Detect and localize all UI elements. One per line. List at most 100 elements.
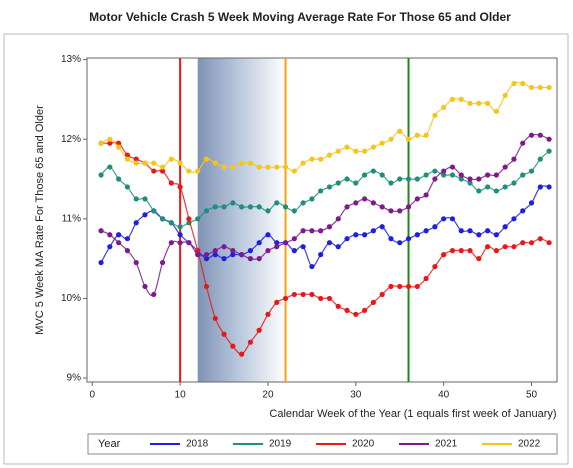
data-point xyxy=(502,244,508,250)
data-point xyxy=(511,156,517,162)
data-point xyxy=(256,256,262,262)
data-point xyxy=(186,216,192,222)
data-point xyxy=(124,236,131,242)
data-point xyxy=(318,228,324,234)
data-point xyxy=(291,248,297,254)
data-point xyxy=(256,240,262,246)
data-point xyxy=(142,212,148,218)
data-point xyxy=(247,248,254,254)
data-point xyxy=(405,176,412,182)
data-point xyxy=(414,283,420,290)
data-point xyxy=(528,84,535,91)
data-point xyxy=(116,240,122,246)
data-point xyxy=(537,132,543,138)
data-point xyxy=(203,208,210,214)
data-point xyxy=(432,176,438,182)
data-point xyxy=(291,236,297,242)
data-point xyxy=(142,283,148,290)
data-point xyxy=(458,248,464,254)
y-tick-label: 12% xyxy=(61,134,81,145)
data-point xyxy=(467,248,473,254)
data-point xyxy=(441,252,447,258)
data-point xyxy=(520,208,526,214)
data-point xyxy=(335,303,341,309)
data-point xyxy=(203,283,210,290)
data-point xyxy=(467,100,473,106)
data-point xyxy=(239,351,245,357)
data-point xyxy=(239,160,245,166)
data-point xyxy=(168,180,174,186)
data-point xyxy=(493,248,499,254)
data-point xyxy=(212,204,218,210)
data-point xyxy=(221,331,227,337)
data-point xyxy=(546,84,552,91)
chart-title: Motor Vehicle Crash 5 Week Moving Averag… xyxy=(89,10,511,24)
data-point xyxy=(265,208,271,214)
data-point xyxy=(344,307,350,313)
data-point xyxy=(353,311,359,317)
data-point xyxy=(326,152,333,158)
x-tick-label: 0 xyxy=(89,390,95,401)
data-point xyxy=(124,152,131,158)
data-point xyxy=(300,244,306,250)
data-point xyxy=(344,176,350,182)
legend xyxy=(87,433,558,455)
data-point xyxy=(177,224,183,230)
data-point xyxy=(458,228,464,234)
data-point xyxy=(362,172,368,178)
data-point xyxy=(476,176,482,182)
data-point xyxy=(151,168,157,174)
data-point xyxy=(318,156,324,162)
data-point xyxy=(195,252,201,258)
data-point xyxy=(397,208,403,214)
data-point xyxy=(362,148,368,154)
data-point xyxy=(212,315,218,321)
data-point xyxy=(124,248,131,254)
data-point xyxy=(493,108,499,114)
data-point xyxy=(476,256,482,262)
legend-title: Year xyxy=(98,438,121,450)
data-point xyxy=(449,216,456,222)
y-axis-label: MVC 5 Week MA Rate For Those 65 and Olde… xyxy=(34,105,46,335)
data-point xyxy=(546,184,552,190)
data-point xyxy=(423,132,429,138)
data-point xyxy=(379,224,385,230)
data-point xyxy=(203,256,210,262)
data-point xyxy=(159,259,166,266)
data-point xyxy=(282,240,289,246)
data-point xyxy=(326,224,333,230)
data-point xyxy=(511,244,517,250)
data-point xyxy=(344,236,350,242)
data-point xyxy=(441,216,447,222)
data-point xyxy=(537,84,543,91)
data-point xyxy=(476,188,482,194)
data-point xyxy=(221,244,227,250)
data-point xyxy=(133,160,139,166)
data-point xyxy=(291,168,297,174)
data-point xyxy=(353,232,359,238)
data-point xyxy=(300,291,306,298)
data-point xyxy=(432,168,438,174)
data-point xyxy=(502,184,508,190)
data-point xyxy=(370,168,376,174)
data-point xyxy=(212,248,218,254)
data-point xyxy=(362,307,368,313)
data-point xyxy=(484,244,491,250)
data-point xyxy=(230,343,236,349)
data-point xyxy=(414,196,420,202)
series-line xyxy=(100,185,550,268)
data-point xyxy=(221,204,227,210)
data-point xyxy=(98,172,104,178)
series-line xyxy=(101,141,550,355)
data-point xyxy=(520,140,526,146)
data-point xyxy=(502,92,508,99)
data-point xyxy=(309,196,315,202)
data-point xyxy=(467,180,473,186)
data-point xyxy=(247,204,254,210)
data-point xyxy=(133,220,139,226)
data-point xyxy=(326,184,333,190)
legend-label: 2018 xyxy=(186,439,209,450)
x-axis-label: Calendar Week of the Year (1 equals firs… xyxy=(269,408,556,420)
data-point xyxy=(177,160,183,166)
data-point xyxy=(528,200,535,206)
